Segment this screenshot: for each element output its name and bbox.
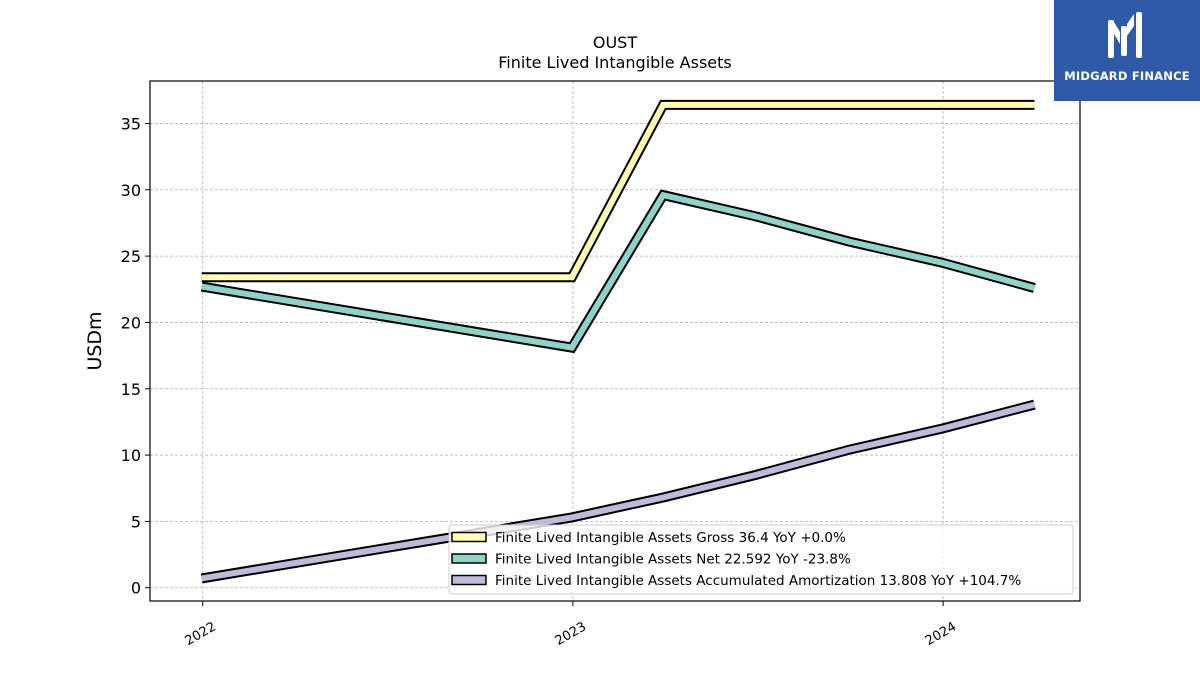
logo-text: MIDGARD FINANCE	[1064, 69, 1190, 83]
legend-swatch	[451, 531, 487, 543]
y-tick-label: 5	[131, 512, 141, 531]
legend-label: Finite Lived Intangible Assets Net 22.59…	[495, 552, 851, 568]
y-tick-label: 25	[121, 247, 141, 266]
legend-label: Finite Lived Intangible Assets Accumulat…	[495, 573, 1021, 589]
x-tick-label: 2023	[553, 619, 589, 649]
y-tick-label: 15	[121, 380, 141, 399]
y-tick-label: 10	[121, 446, 141, 465]
chart-subtitle: Finite Lived Intangible Assets	[498, 53, 731, 72]
legend-box	[448, 524, 1074, 595]
x-tick-label: 2024	[923, 619, 959, 649]
legend: Finite Lived Intangible Assets Gross 36.…	[448, 524, 1074, 595]
grid	[150, 81, 1080, 601]
logo-mark-icon	[1108, 12, 1142, 58]
y-axis-label: USDm	[84, 311, 106, 370]
plot-frame	[149, 80, 1081, 602]
legend-label: Finite Lived Intangible Assets Gross 36.…	[495, 530, 846, 546]
x-tick-label: 2022	[183, 619, 219, 649]
y-tick-label: 20	[121, 313, 141, 332]
y-tick-label: 0	[131, 579, 141, 598]
legend-swatch	[451, 553, 487, 564]
midgard-finance-logo: MIDGARD FINANCE	[1054, 0, 1200, 101]
series-3-line	[201, 401, 1036, 582]
y-tick-label: 35	[121, 114, 141, 133]
y-tick-label: 30	[121, 181, 141, 200]
chart-title: OUST	[593, 33, 637, 52]
series-1-line	[201, 101, 1035, 281]
series-lines	[200, 99, 1036, 584]
legend-swatch	[451, 574, 487, 586]
series-2-line	[201, 191, 1036, 351]
